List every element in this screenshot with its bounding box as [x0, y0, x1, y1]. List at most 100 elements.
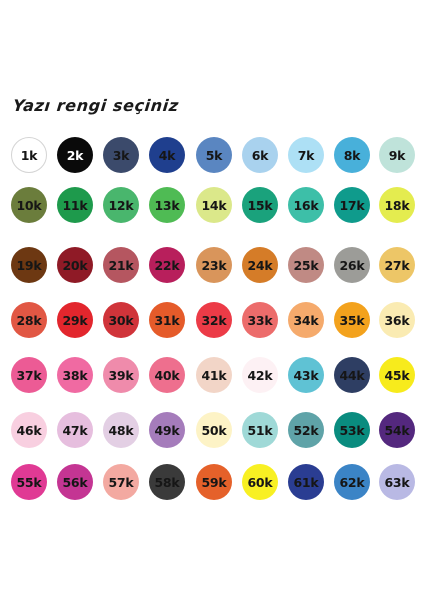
swatch-label: 28k: [16, 312, 42, 328]
swatch-label: 33k: [247, 312, 273, 328]
color-swatch-8k[interactable]: 8k: [334, 137, 370, 173]
color-swatch-23k[interactable]: 23k: [196, 247, 232, 283]
color-swatch-36k[interactable]: 36k: [379, 302, 415, 338]
color-swatch-56k[interactable]: 56k: [57, 464, 93, 500]
swatch-label: 63k: [384, 474, 410, 490]
swatch-label: 39k: [108, 367, 134, 383]
color-swatch-53k[interactable]: 53k: [334, 412, 370, 448]
color-swatch-27k[interactable]: 27k: [379, 247, 415, 283]
color-swatch-13k[interactable]: 13k: [149, 187, 185, 223]
swatch-label: 18k: [384, 197, 410, 213]
color-swatch-20k[interactable]: 20k: [57, 247, 93, 283]
color-swatch-37k[interactable]: 37k: [11, 357, 47, 393]
swatch-label: 6k: [251, 147, 269, 163]
swatch-label: 31k: [154, 312, 180, 328]
swatch-label: 62k: [339, 474, 365, 490]
color-swatch-52k[interactable]: 52k: [288, 412, 324, 448]
color-swatch-4k[interactable]: 4k: [149, 137, 185, 173]
color-swatch-45k[interactable]: 45k: [379, 357, 415, 393]
color-swatch-12k[interactable]: 12k: [103, 187, 139, 223]
color-swatch-29k[interactable]: 29k: [57, 302, 93, 338]
swatch-label: 20k: [62, 257, 88, 273]
color-swatch-48k[interactable]: 48k: [103, 412, 139, 448]
color-swatch-25k[interactable]: 25k: [288, 247, 324, 283]
color-swatch-33k[interactable]: 33k: [242, 302, 278, 338]
swatch-label: 40k: [154, 367, 180, 383]
color-swatch-32k[interactable]: 32k: [196, 302, 232, 338]
swatch-label: 41k: [201, 367, 227, 383]
color-swatch-51k[interactable]: 51k: [242, 412, 278, 448]
swatch-label: 12k: [108, 197, 134, 213]
color-swatch-60k[interactable]: 60k: [242, 464, 278, 500]
color-swatch-2k[interactable]: 2k: [57, 137, 93, 173]
swatch-label: 27k: [384, 257, 410, 273]
swatch-label: 14k: [201, 197, 227, 213]
swatch-label: 7k: [297, 147, 315, 163]
color-swatch-11k[interactable]: 11k: [57, 187, 93, 223]
color-swatch-61k[interactable]: 61k: [288, 464, 324, 500]
color-swatch-50k[interactable]: 50k: [196, 412, 232, 448]
color-swatch-3k[interactable]: 3k: [103, 137, 139, 173]
swatch-label: 26k: [339, 257, 365, 273]
color-swatch-6k[interactable]: 6k: [242, 137, 278, 173]
color-swatch-19k[interactable]: 19k: [11, 247, 47, 283]
color-swatch-54k[interactable]: 54k: [379, 412, 415, 448]
color-swatch-18k[interactable]: 18k: [379, 187, 415, 223]
color-swatch-14k[interactable]: 14k: [196, 187, 232, 223]
color-swatch-21k[interactable]: 21k: [103, 247, 139, 283]
swatch-label: 24k: [247, 257, 273, 273]
color-swatch-5k[interactable]: 5k: [196, 137, 232, 173]
color-swatch-22k[interactable]: 22k: [149, 247, 185, 283]
swatch-label: 45k: [384, 367, 410, 383]
color-swatch-35k[interactable]: 35k: [334, 302, 370, 338]
color-swatch-9k[interactable]: 9k: [379, 137, 415, 173]
swatch-label: 3k: [112, 147, 130, 163]
color-swatch-26k[interactable]: 26k: [334, 247, 370, 283]
color-swatch-17k[interactable]: 17k: [334, 187, 370, 223]
color-swatch-10k[interactable]: 10k: [11, 187, 47, 223]
color-swatch-47k[interactable]: 47k: [57, 412, 93, 448]
swatch-label: 55k: [16, 474, 42, 490]
color-swatch-1k[interactable]: 1k: [11, 137, 47, 173]
swatch-label: 61k: [293, 474, 319, 490]
swatch-label: 52k: [293, 422, 319, 438]
color-swatch-49k[interactable]: 49k: [149, 412, 185, 448]
color-swatch-7k[interactable]: 7k: [288, 137, 324, 173]
swatch-label: 11k: [62, 197, 88, 213]
swatch-label: 1k: [20, 147, 38, 163]
color-swatch-42k[interactable]: 42k: [242, 357, 278, 393]
color-swatch-28k[interactable]: 28k: [11, 302, 47, 338]
swatch-label: 19k: [16, 257, 42, 273]
color-swatch-41k[interactable]: 41k: [196, 357, 232, 393]
color-swatch-31k[interactable]: 31k: [149, 302, 185, 338]
color-swatch-39k[interactable]: 39k: [103, 357, 139, 393]
swatch-label: 35k: [339, 312, 365, 328]
color-swatch-46k[interactable]: 46k: [11, 412, 47, 448]
color-swatch-24k[interactable]: 24k: [242, 247, 278, 283]
color-swatch-58k[interactable]: 58k: [149, 464, 185, 500]
color-swatch-44k[interactable]: 44k: [334, 357, 370, 393]
color-swatch-38k[interactable]: 38k: [57, 357, 93, 393]
color-swatch-16k[interactable]: 16k: [288, 187, 324, 223]
swatch-label: 36k: [384, 312, 410, 328]
color-swatch-34k[interactable]: 34k: [288, 302, 324, 338]
color-swatch-55k[interactable]: 55k: [11, 464, 47, 500]
color-swatch-15k[interactable]: 15k: [242, 187, 278, 223]
swatch-label: 51k: [247, 422, 273, 438]
swatch-label: 9k: [388, 147, 406, 163]
swatch-label: 32k: [201, 312, 227, 328]
color-swatch-57k[interactable]: 57k: [103, 464, 139, 500]
swatch-label: 56k: [62, 474, 88, 490]
color-swatch-62k[interactable]: 62k: [334, 464, 370, 500]
color-swatch-40k[interactable]: 40k: [149, 357, 185, 393]
swatch-label: 15k: [247, 197, 273, 213]
swatch-label: 59k: [201, 474, 227, 490]
color-swatch-63k[interactable]: 63k: [379, 464, 415, 500]
swatch-label: 13k: [154, 197, 180, 213]
swatch-label: 25k: [293, 257, 319, 273]
swatch-label: 44k: [339, 367, 365, 383]
color-swatch-59k[interactable]: 59k: [196, 464, 232, 500]
color-swatch-30k[interactable]: 30k: [103, 302, 139, 338]
color-swatch-43k[interactable]: 43k: [288, 357, 324, 393]
swatch-label: 10k: [16, 197, 42, 213]
